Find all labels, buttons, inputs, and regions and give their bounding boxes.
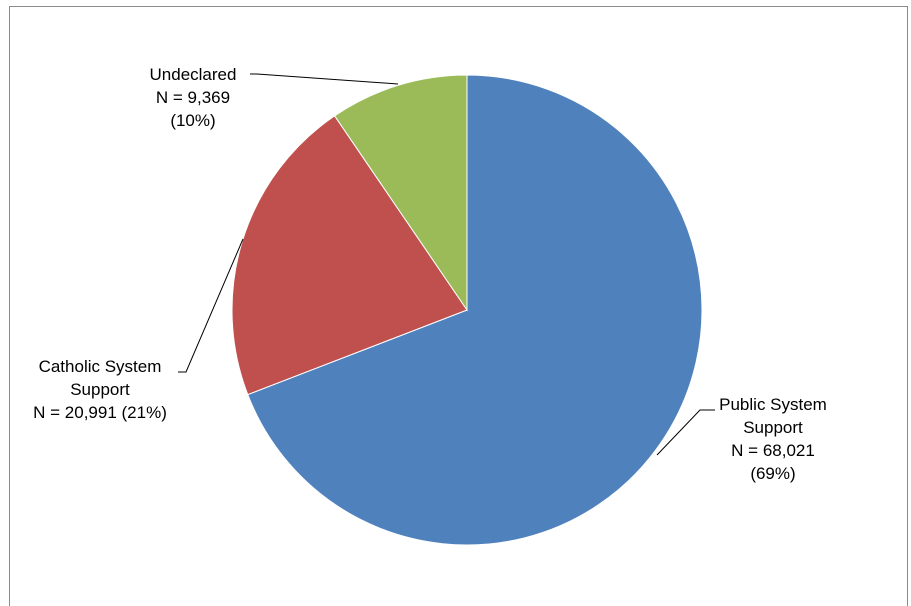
leader-lines-layer (178, 73, 715, 456)
data-label-line: Support (70, 380, 130, 399)
data-label-line: N = 68,021 (731, 441, 815, 460)
slices-layer (231, 74, 703, 546)
pie-slice-undeclared (333, 74, 468, 312)
data-label-line: Support (743, 418, 803, 437)
data-label-line: N = 20,991 (21%) (33, 403, 167, 422)
pie-slice-public-system-support (247, 74, 703, 546)
data-label-line: N = 9,369 (156, 88, 230, 107)
data-label-catholic-system-support: Catholic System Support N = 20,991 (21%) (33, 357, 167, 422)
data-label-line: Catholic System (39, 357, 162, 376)
leader-line-catholic-system-support (178, 238, 244, 373)
leader-line-undeclared (250, 73, 399, 85)
data-label-undeclared: Undeclared N = 9,369 (10%) (150, 65, 237, 130)
labels-layer: Public System Support N = 68,021 (69%) Catho… (33, 65, 827, 483)
data-label-line: (10%) (170, 111, 215, 130)
leader-line-public-system-support (656, 409, 715, 456)
data-label-line: Public System (719, 395, 827, 414)
data-label-line: (69%) (750, 464, 795, 483)
data-label-public-system-support: Public System Support N = 68,021 (69%) (719, 395, 827, 483)
data-label-line: Undeclared (150, 65, 237, 84)
